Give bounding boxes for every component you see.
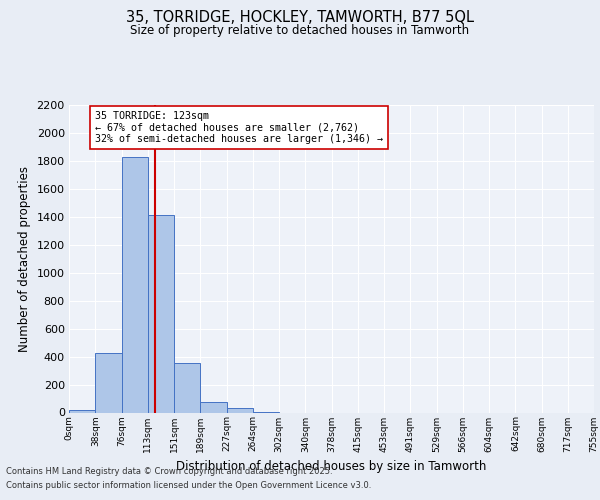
Bar (122, 156, 148, 412)
Text: Contains HM Land Registry data © Crown copyright and database right 2025.: Contains HM Land Registry data © Crown c… (6, 468, 332, 476)
Bar (227, 408, 253, 412)
Bar (148, 214, 174, 412)
Bar (69, 410, 95, 412)
Bar (174, 363, 200, 412)
Bar (95, 353, 122, 412)
Bar (200, 402, 227, 412)
Text: 35 TORRIDGE: 123sqm
← 67% of detached houses are smaller (2,762)
32% of semi-det: 35 TORRIDGE: 123sqm ← 67% of detached ho… (95, 112, 383, 144)
Y-axis label: Number of detached properties: Number of detached properties (18, 166, 31, 352)
X-axis label: Distribution of detached houses by size in Tamworth: Distribution of detached houses by size … (176, 460, 487, 473)
Text: Contains public sector information licensed under the Open Government Licence v3: Contains public sector information licen… (6, 481, 371, 490)
Text: 35, TORRIDGE, HOCKLEY, TAMWORTH, B77 5QL: 35, TORRIDGE, HOCKLEY, TAMWORTH, B77 5QL (126, 10, 474, 25)
Text: Size of property relative to detached houses in Tamworth: Size of property relative to detached ho… (130, 24, 470, 37)
